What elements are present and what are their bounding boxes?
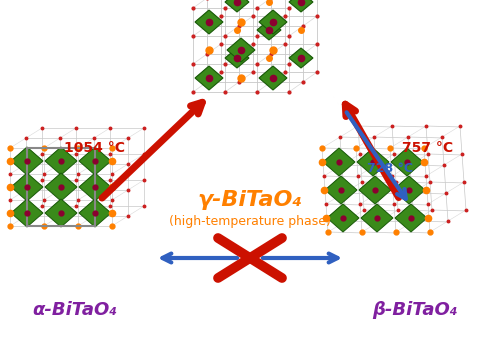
Polygon shape — [289, 48, 301, 64]
Text: 728 °C: 728 °C — [367, 161, 413, 175]
Polygon shape — [375, 176, 391, 198]
Bar — [27, 148, 95, 226]
Polygon shape — [79, 173, 111, 201]
Polygon shape — [393, 176, 425, 204]
Polygon shape — [327, 204, 343, 226]
Polygon shape — [323, 148, 355, 176]
Polygon shape — [45, 199, 61, 221]
Polygon shape — [301, 48, 313, 64]
Polygon shape — [343, 204, 359, 226]
Polygon shape — [79, 199, 111, 227]
Polygon shape — [257, 20, 281, 40]
Polygon shape — [45, 199, 77, 227]
Polygon shape — [45, 147, 61, 170]
Polygon shape — [411, 204, 427, 226]
Polygon shape — [391, 148, 423, 176]
Polygon shape — [61, 173, 77, 195]
Polygon shape — [227, 38, 241, 57]
Polygon shape — [325, 176, 357, 204]
Polygon shape — [209, 10, 223, 29]
Polygon shape — [377, 204, 393, 226]
Text: 1054 °C: 1054 °C — [64, 141, 126, 155]
Polygon shape — [95, 147, 111, 170]
Polygon shape — [339, 148, 355, 171]
Polygon shape — [195, 10, 209, 29]
Polygon shape — [237, 48, 249, 64]
Polygon shape — [11, 173, 27, 195]
Polygon shape — [27, 199, 43, 221]
Polygon shape — [227, 38, 255, 62]
Polygon shape — [373, 148, 389, 171]
Polygon shape — [79, 199, 95, 221]
Polygon shape — [79, 147, 111, 175]
Polygon shape — [395, 204, 427, 232]
Polygon shape — [79, 173, 95, 195]
Polygon shape — [289, 0, 313, 12]
Polygon shape — [359, 176, 391, 204]
Polygon shape — [361, 204, 377, 226]
Polygon shape — [79, 147, 95, 170]
Polygon shape — [357, 148, 373, 171]
Polygon shape — [259, 66, 287, 90]
Polygon shape — [225, 0, 237, 8]
Polygon shape — [289, 48, 313, 68]
Polygon shape — [195, 66, 209, 85]
Polygon shape — [361, 204, 393, 232]
Polygon shape — [273, 66, 287, 85]
Polygon shape — [357, 148, 389, 176]
Polygon shape — [407, 148, 423, 171]
Polygon shape — [341, 176, 357, 198]
Polygon shape — [323, 148, 339, 171]
Polygon shape — [209, 66, 223, 85]
Polygon shape — [225, 48, 249, 68]
Polygon shape — [327, 204, 359, 232]
Polygon shape — [289, 0, 301, 8]
Polygon shape — [395, 204, 411, 226]
Polygon shape — [95, 173, 111, 195]
Polygon shape — [45, 173, 61, 195]
Polygon shape — [359, 176, 375, 198]
Polygon shape — [27, 173, 43, 195]
Polygon shape — [325, 176, 341, 198]
Polygon shape — [273, 10, 287, 29]
Polygon shape — [225, 0, 249, 12]
Polygon shape — [45, 173, 77, 201]
Polygon shape — [95, 199, 111, 221]
Polygon shape — [409, 176, 425, 198]
Polygon shape — [11, 173, 43, 201]
Polygon shape — [237, 0, 249, 8]
Polygon shape — [27, 147, 43, 170]
Polygon shape — [259, 10, 273, 29]
Polygon shape — [11, 199, 43, 227]
Text: β-BiTaO₄: β-BiTaO₄ — [372, 301, 458, 319]
Polygon shape — [195, 10, 223, 34]
Text: α-BiTaO₄: α-BiTaO₄ — [32, 301, 117, 319]
Polygon shape — [11, 199, 27, 221]
Polygon shape — [259, 66, 273, 85]
Polygon shape — [11, 147, 43, 175]
Text: γ-BiTaO₄: γ-BiTaO₄ — [198, 190, 302, 210]
Polygon shape — [259, 10, 287, 34]
Polygon shape — [391, 148, 407, 171]
Polygon shape — [241, 38, 255, 57]
Polygon shape — [301, 0, 313, 8]
Polygon shape — [45, 147, 77, 175]
Polygon shape — [269, 20, 281, 36]
Polygon shape — [257, 20, 269, 36]
Polygon shape — [393, 176, 409, 198]
Polygon shape — [61, 147, 77, 170]
Polygon shape — [61, 199, 77, 221]
Polygon shape — [11, 147, 27, 170]
Polygon shape — [195, 66, 223, 90]
Text: (high-temperature phase): (high-temperature phase) — [169, 216, 331, 228]
Polygon shape — [225, 48, 237, 64]
Text: 757 °C: 757 °C — [402, 141, 454, 155]
